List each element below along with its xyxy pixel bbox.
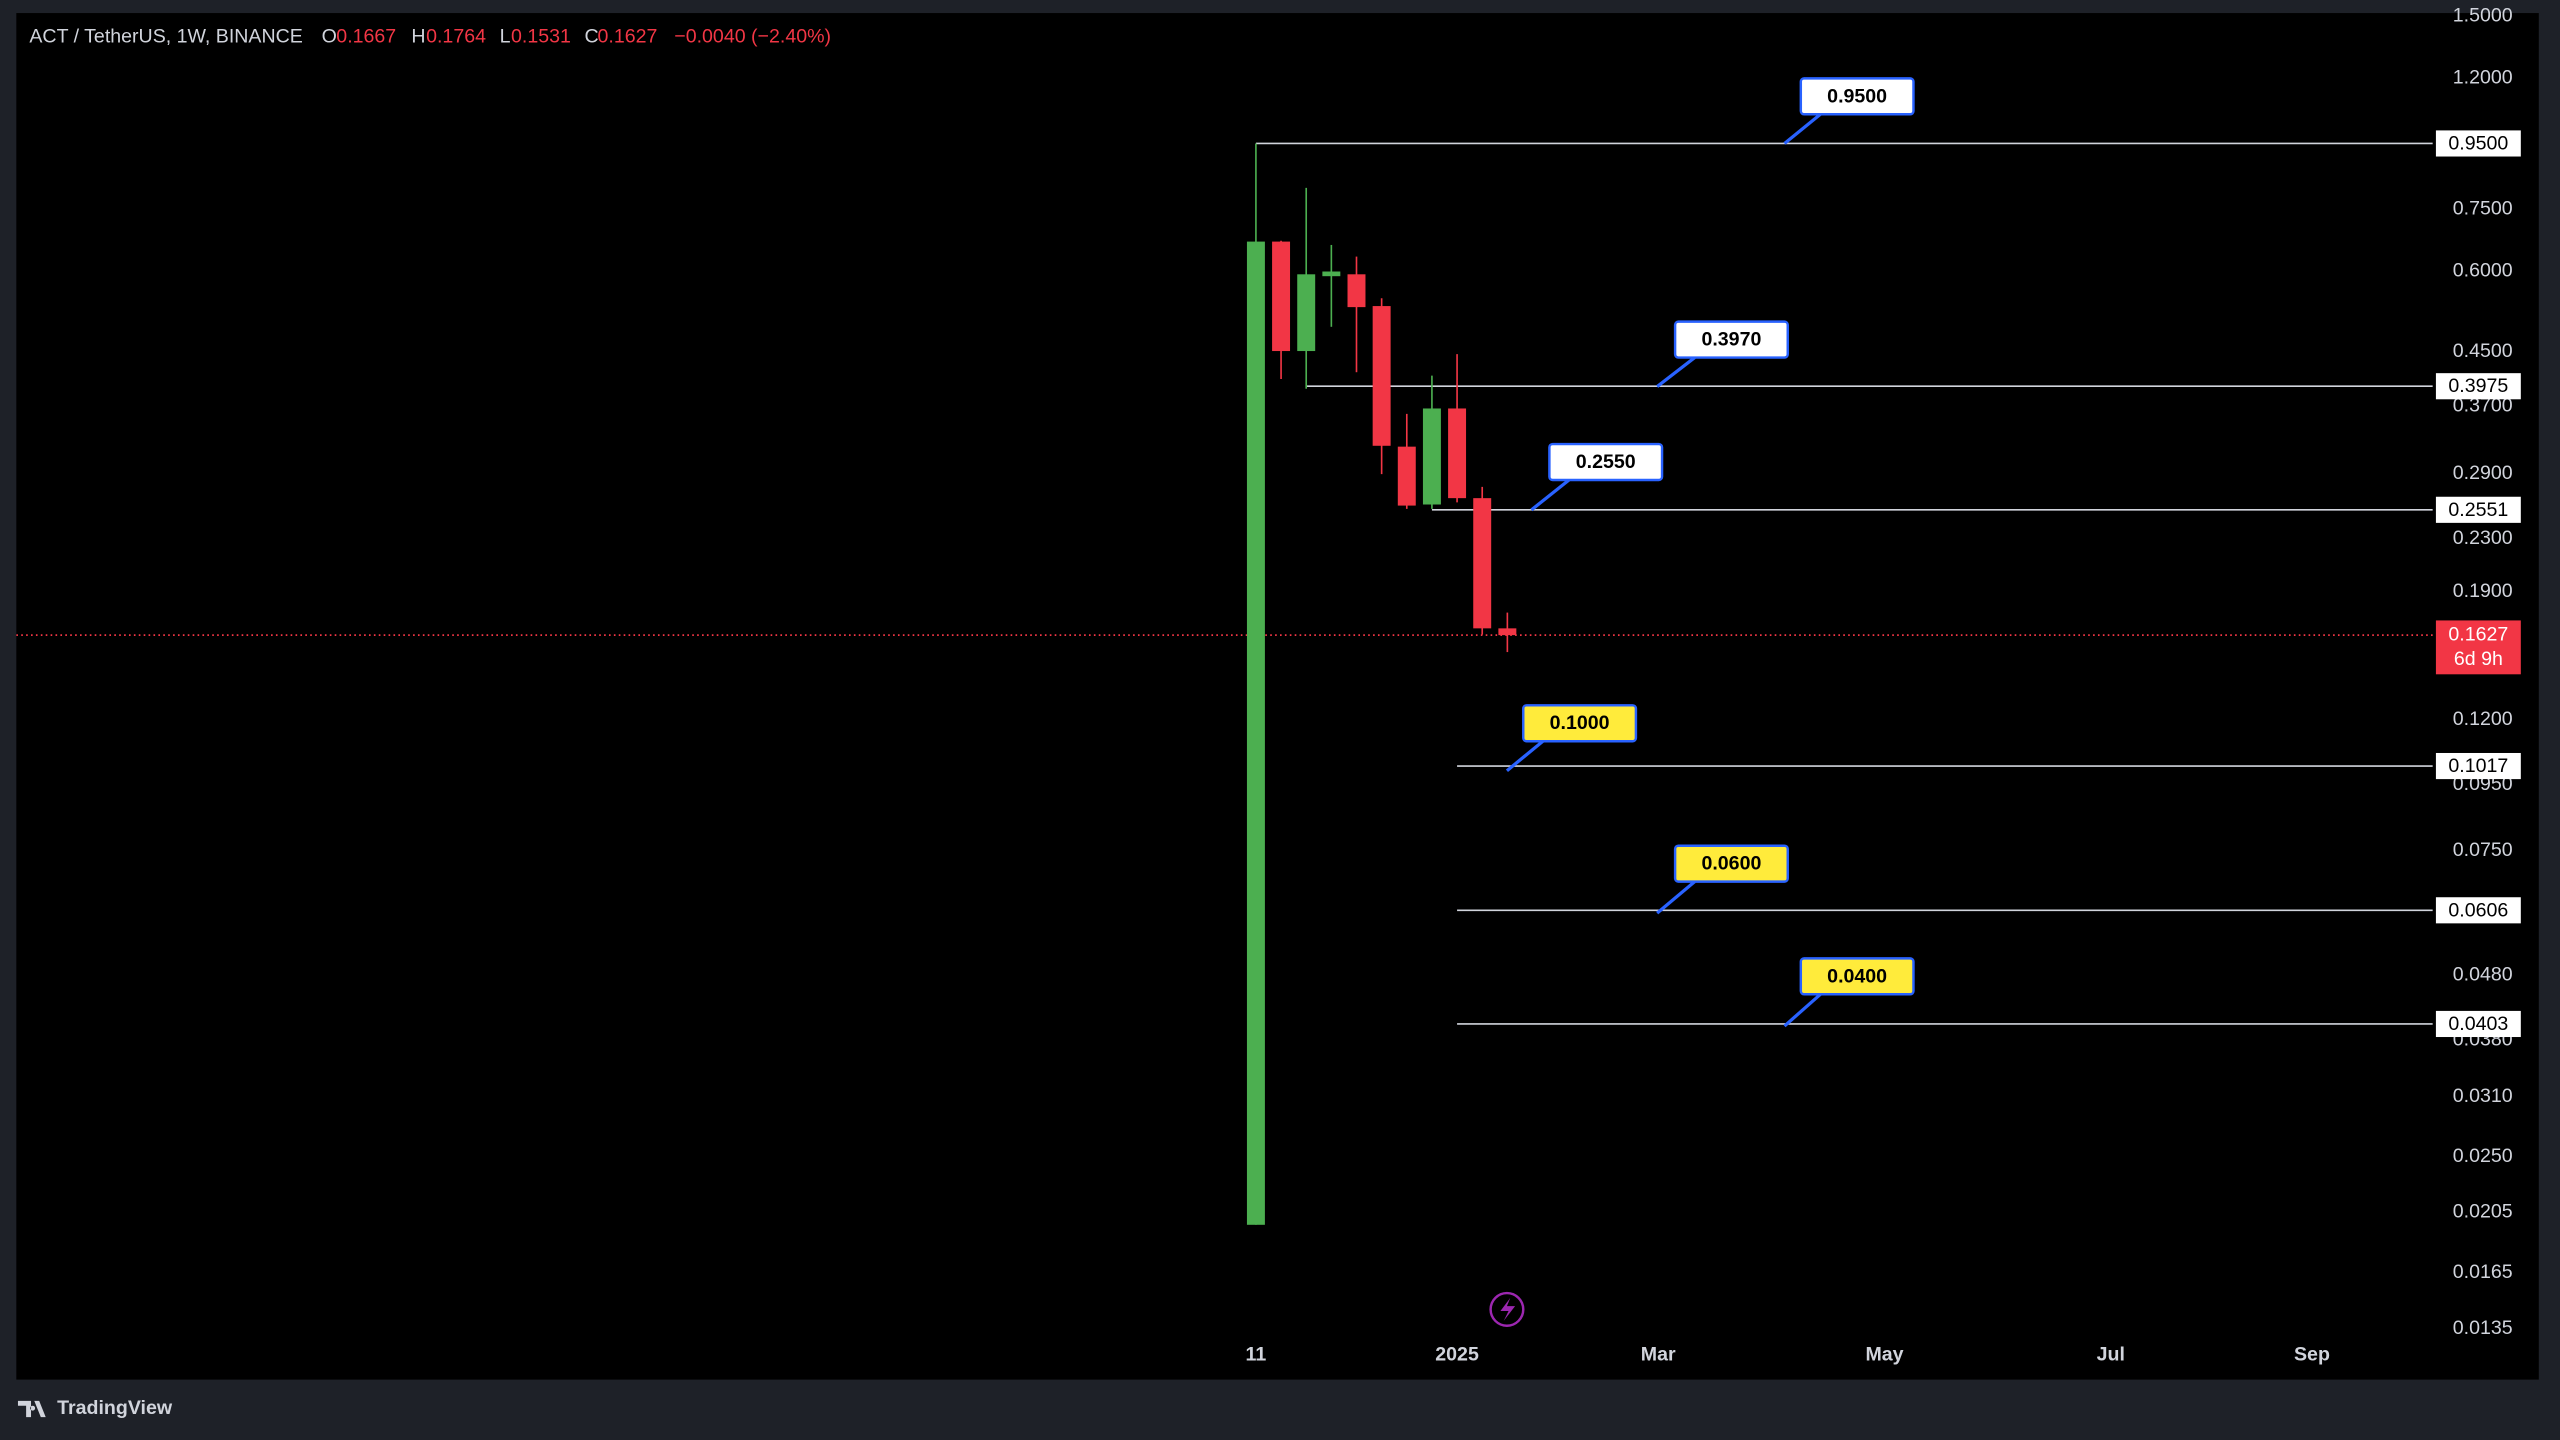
callout-pointer <box>1505 739 1544 773</box>
ohlc-key: C <box>584 26 598 48</box>
y-tick-label: 0.0165 <box>2453 1261 2513 1283</box>
price-box <box>2435 373 2521 400</box>
x-tick-label: 11 <box>1246 1343 1267 1365</box>
price-box-label: 0.1017 <box>2448 755 2508 777</box>
price-box <box>2435 897 2521 924</box>
price-box-label: 0.3975 <box>2448 375 2508 397</box>
brand-name: TradingView <box>57 1397 173 1419</box>
price-box-label: 0.2551 <box>2448 499 2508 521</box>
ohlc-key: O <box>322 26 337 48</box>
candle-body <box>1498 628 1517 636</box>
last-price-box <box>2435 620 2521 675</box>
ohlc-value: 0.1531 <box>511 26 571 48</box>
candle-body <box>1272 241 1291 352</box>
price-box <box>2435 1010 2521 1038</box>
x-tick-label: Jul <box>2097 1343 2125 1365</box>
y-tick-label: 0.0205 <box>2453 1200 2513 1222</box>
y-tick-label: 0.0480 <box>2453 963 2513 985</box>
callout-pointer <box>1656 356 1696 388</box>
candle-body <box>1322 271 1341 277</box>
callout-text: 0.1000 <box>1550 712 1610 734</box>
x-tick-label: 2025 <box>1435 1343 1479 1365</box>
symbol-title: ACT / TetherUS, 1W, BINANCE <box>29 26 302 48</box>
y-tick-label: 1.2000 <box>2453 67 2513 89</box>
y-tick-label: 0.3700 <box>2453 394 2513 416</box>
ohlc-key: L <box>500 26 511 48</box>
price-box-label: 0.9500 <box>2448 132 2508 154</box>
price-box <box>2435 752 2521 780</box>
last-price-label: 0.1627 <box>2448 623 2508 645</box>
candle-body <box>1246 241 1265 1225</box>
alert-circle <box>1489 1291 1525 1327</box>
candle-body <box>1372 306 1391 446</box>
candle-body <box>1397 446 1416 506</box>
y-tick-label: 0.2300 <box>2453 527 2513 549</box>
ohlc-key: H <box>411 26 425 48</box>
y-tick-label: 0.4500 <box>2453 340 2513 362</box>
candle-body <box>1448 408 1467 499</box>
y-tick-label: 0.1900 <box>2453 580 2513 602</box>
callout-box <box>1522 704 1638 743</box>
y-tick-label: 1.5000 <box>2453 4 2513 26</box>
callout-pointer <box>1783 113 1822 145</box>
price-box <box>2435 496 2521 523</box>
brand[interactable]: TradingView <box>17 1397 173 1419</box>
callout-box <box>1673 320 1789 359</box>
brand-logo <box>17 1400 46 1418</box>
y-tick-label: 0.1200 <box>2453 708 2513 730</box>
x-tick-label: May <box>1865 1343 1903 1365</box>
callout-box <box>1548 442 1664 482</box>
callout-pointer <box>1783 993 1822 1028</box>
callout-text: 0.3970 <box>1701 329 1761 351</box>
price-box-label: 0.0403 <box>2448 1013 2508 1035</box>
candle-body <box>1473 498 1492 629</box>
callout-text: 0.9500 <box>1827 85 1887 107</box>
callout-pointer <box>1656 880 1696 915</box>
chart-area <box>16 13 2539 1380</box>
x-tick-label: Mar <box>1641 1343 1676 1365</box>
callout-text: 0.2550 <box>1576 451 1636 473</box>
y-tick-label: 0.0135 <box>2453 1317 2513 1339</box>
y-tick-label: 0.0750 <box>2453 839 2513 861</box>
x-tick-label: Sep <box>2294 1343 2330 1365</box>
alert-icon[interactable] <box>1489 1291 1525 1327</box>
callout-text: 0.0600 <box>1701 853 1761 875</box>
candle-body <box>1297 274 1316 352</box>
ohlc-value: 0.1764 <box>426 26 486 48</box>
price-box <box>2435 130 2521 157</box>
change: −0.0040 (−2.40%) <box>674 26 831 48</box>
callout-box <box>1799 77 1915 116</box>
price-box-label: 0.0606 <box>2448 899 2508 921</box>
candle-body <box>1422 408 1441 505</box>
candle-body <box>1347 274 1366 308</box>
ohlc-value: 0.1667 <box>336 26 396 48</box>
callout-pointer <box>1530 478 1570 512</box>
y-tick-label: 0.6000 <box>2453 260 2513 282</box>
y-tick-label: 0.2900 <box>2453 462 2513 484</box>
alert-bolt <box>1500 1297 1516 1321</box>
ohlc-value: 0.1627 <box>598 26 658 48</box>
countdown: 6d 9h <box>2454 648 2503 670</box>
callout-text: 0.0400 <box>1827 965 1887 987</box>
callout-box <box>1799 957 1915 996</box>
callout-box <box>1673 844 1789 883</box>
y-tick-label: 0.7500 <box>2453 198 2513 220</box>
y-tick-label: 0.0310 <box>2453 1085 2513 1107</box>
y-tick-label: 0.0250 <box>2453 1145 2513 1167</box>
